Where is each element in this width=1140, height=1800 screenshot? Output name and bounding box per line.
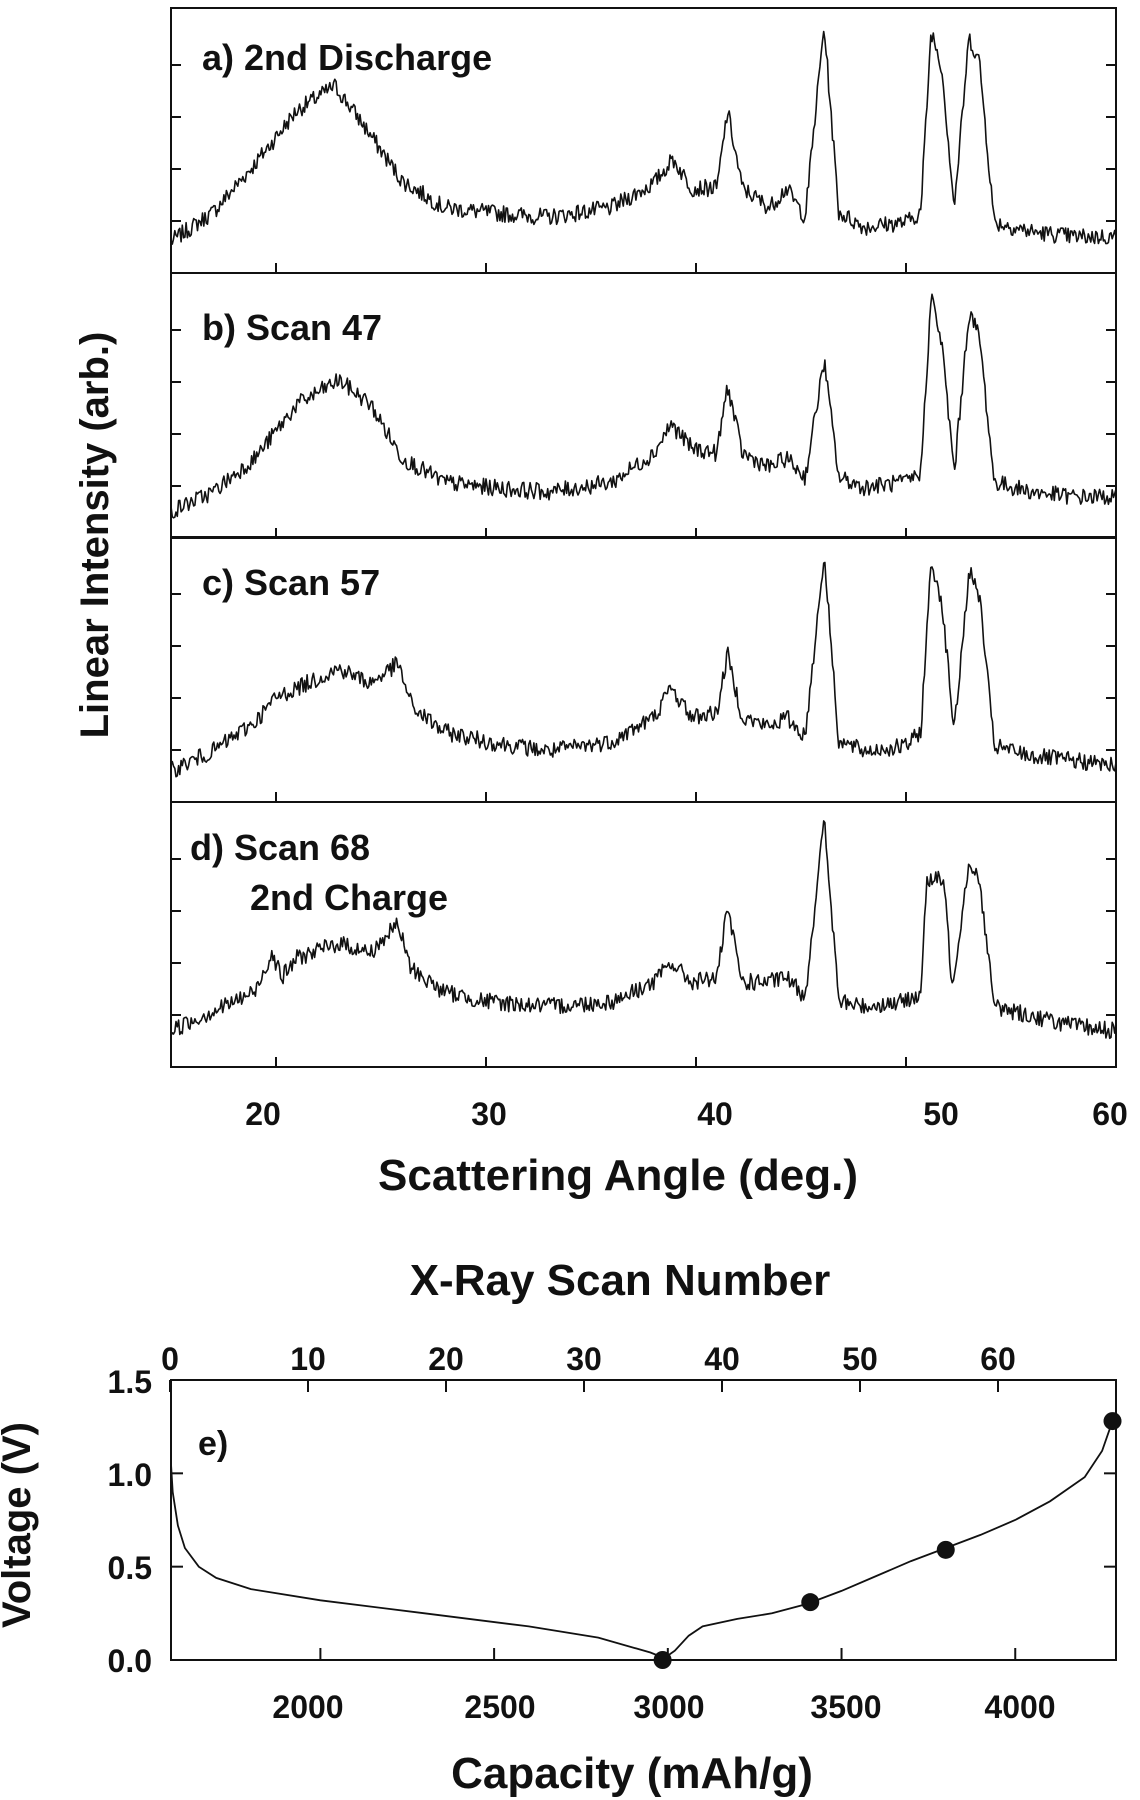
voltage-curve <box>170 1420 1114 1660</box>
voltage-x-axis-label: Capacity (mAh/g) <box>451 1749 813 1798</box>
voltage-y-tick-label: 0.5 <box>108 1550 152 1586</box>
voltage-y-tick-label: 1.5 <box>108 1364 152 1400</box>
xrd-x-tick-label: 60 <box>1092 1096 1128 1132</box>
xrd-panel-frame <box>170 801 1117 1068</box>
panel-d-label: d) Scan 68 <box>190 827 370 868</box>
voltage-x-tick-labels: 2000 2500 3000 3500 4000 <box>272 1689 1055 1725</box>
top-tick-label: 50 <box>842 1341 878 1377</box>
scan-marker <box>801 1593 820 1612</box>
scan-marker <box>1103 1412 1122 1431</box>
top-tick-label: 60 <box>980 1341 1016 1377</box>
voltage-frame <box>170 1379 1117 1661</box>
xrd-x-tick-label: 40 <box>697 1096 733 1132</box>
voltage-x-tick-label: 2000 <box>272 1689 343 1725</box>
top-tick-label: 10 <box>290 1341 326 1377</box>
panel-d-label-line2: 2nd Charge <box>250 877 448 918</box>
voltage-y-axis-label: Voltage (V) <box>0 1422 39 1628</box>
xrd-y-axis-label: Linear Intensity (arb.) <box>73 332 117 739</box>
xrd-trace <box>170 293 1117 519</box>
panel-e-label: e) <box>198 1425 228 1463</box>
voltage-panel <box>169 1379 1122 1669</box>
top-tick-labels: 0 10 20 30 40 50 60 <box>161 1341 1016 1377</box>
top-tick-label: 30 <box>566 1341 602 1377</box>
scan-marker <box>936 1540 955 1559</box>
panel-c-label: c) Scan 57 <box>202 562 380 603</box>
xrd-trace <box>170 561 1117 778</box>
voltage-x-tick-label: 4000 <box>984 1689 1055 1725</box>
voltage-x-tick-label: 2500 <box>464 1689 535 1725</box>
xrd-trace <box>170 30 1117 245</box>
top-tick-label: 20 <box>428 1341 464 1377</box>
voltage-x-tick-label: 3500 <box>810 1689 881 1725</box>
top-axis-label: X-Ray Scan Number <box>410 1256 831 1305</box>
scan-marker <box>653 1651 672 1669</box>
xrd-panels <box>170 7 1117 1068</box>
panel-b-label: b) Scan 47 <box>202 307 382 348</box>
voltage-y-tick-label: 0.0 <box>108 1643 152 1679</box>
xrd-x-tick-label: 20 <box>245 1096 281 1132</box>
xrd-x-tick-labels: 20 30 40 50 60 <box>245 1096 1128 1132</box>
voltage-y-tick-labels: 0.0 0.5 1.0 1.5 <box>108 1364 152 1679</box>
xrd-x-axis-label: Scattering Angle (deg.) <box>378 1151 858 1200</box>
xrd-x-tick-label: 30 <box>471 1096 507 1132</box>
xrd-x-tick-label: 50 <box>923 1096 959 1132</box>
panel-a-label: a) 2nd Discharge <box>202 37 492 78</box>
top-tick-label: 0 <box>161 1341 179 1377</box>
voltage-y-tick-label: 1.0 <box>108 1457 152 1493</box>
voltage-x-tick-label: 3000 <box>633 1689 704 1725</box>
xrd-trace <box>170 820 1117 1040</box>
top-tick-label: 40 <box>704 1341 740 1377</box>
